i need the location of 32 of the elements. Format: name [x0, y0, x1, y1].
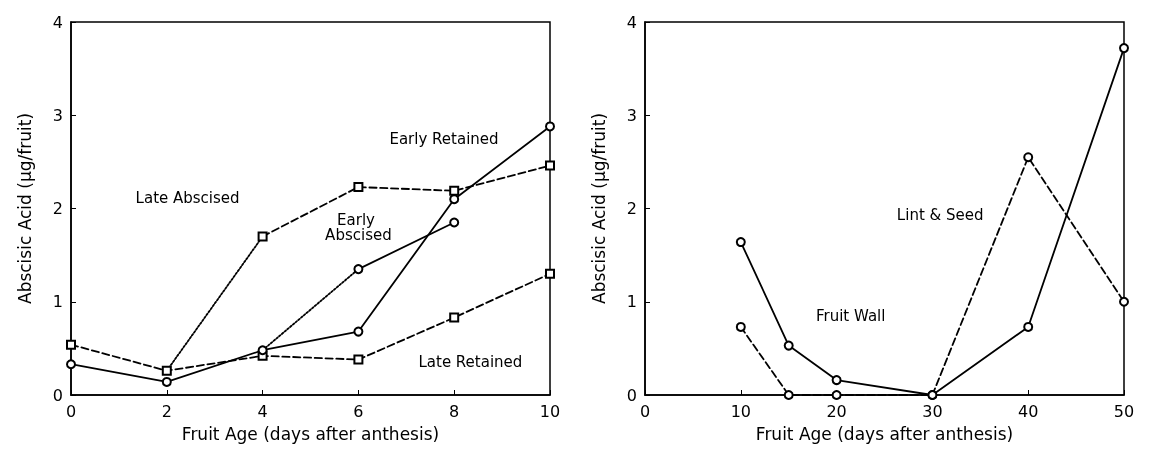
x-tick-label: 10 — [730, 401, 751, 421]
y-tick-label: 1 — [52, 292, 63, 312]
x-tick-label: 6 — [353, 401, 364, 421]
y-tick-label: 3 — [52, 105, 63, 125]
x-axis-title: Fruit Age (days after anthesis) — [755, 423, 1014, 444]
series-label: Lint & Seed — [896, 206, 984, 225]
y-axis-title: Abscisic Acid (µg/fruit) — [14, 112, 35, 305]
y-tick-label: 2 — [52, 199, 63, 218]
text: Late Abscised — [135, 189, 240, 208]
x-tick-label: 0 — [639, 401, 651, 421]
x-tick-label: 4 — [257, 401, 268, 421]
series-label: Early Retained — [389, 130, 499, 149]
y-tick-label: 1 — [626, 292, 637, 312]
x-tick-label: 8 — [449, 401, 460, 421]
text: Fruit Wall — [815, 306, 886, 325]
x-tick-label: 50 — [1113, 401, 1135, 421]
y-tick-label: 4 — [52, 12, 63, 32]
y-tick-label: 2 — [626, 199, 637, 218]
x-tick-label: 10 — [539, 401, 561, 421]
y-axis-title: Abscisic Acid (µg/fruit) — [588, 112, 609, 305]
x-tick-label: 40 — [1018, 401, 1039, 421]
x-tick-label: 30 — [922, 401, 943, 421]
series-label: Early Abscised — [325, 210, 392, 244]
y-tick-label: 3 — [626, 105, 637, 125]
y-tick-label: 0 — [626, 385, 637, 405]
y-tick-label: 4 — [626, 12, 637, 32]
x-tick-label: 20 — [826, 401, 847, 421]
series-label: Late Retained — [418, 352, 523, 371]
x-axis-title: Fruit Age (days after anthesis) — [181, 423, 440, 444]
x-tick-label: 0 — [65, 401, 77, 421]
y-tick-label: 0 — [52, 385, 63, 405]
x-tick-label: 2 — [161, 401, 172, 421]
